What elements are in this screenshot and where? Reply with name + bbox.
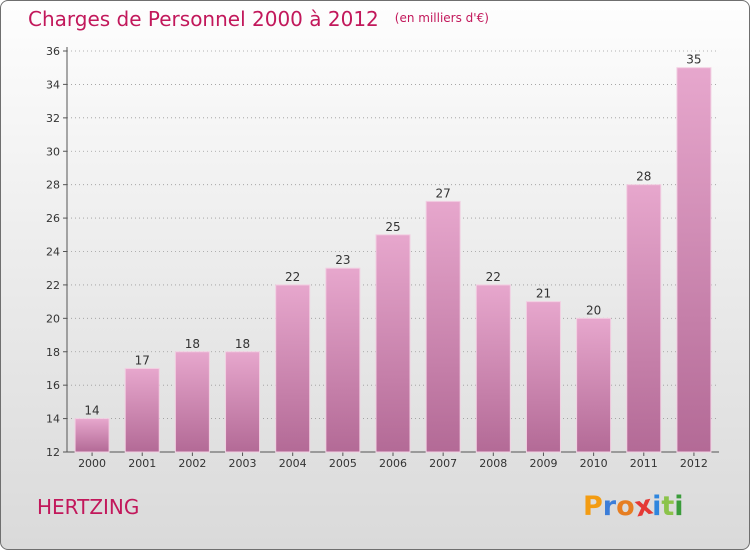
bar-2005 (325, 267, 361, 453)
y-tick-label-26: 26 (46, 212, 60, 225)
logo-letter: P (583, 491, 603, 522)
value-label-2002: 18 (185, 337, 200, 351)
y-tick-label-36: 36 (46, 45, 60, 58)
y-tick-label-14: 14 (46, 413, 60, 426)
x-tick-label-2003: 2003 (229, 457, 257, 470)
value-label-2012: 35 (686, 53, 701, 67)
value-label-2007: 27 (436, 186, 451, 200)
value-label-2005: 23 (335, 253, 350, 267)
x-tick-label-2001: 2001 (128, 457, 156, 470)
x-tick-label-2009: 2009 (529, 457, 557, 470)
proxiti-logo: Proxiti (583, 490, 684, 525)
value-label-2003: 18 (235, 337, 250, 351)
logo-letter: i (652, 491, 662, 522)
x-tick-label-2004: 2004 (279, 457, 307, 470)
y-tick-label-30: 30 (46, 145, 60, 158)
x-tick-label-2002: 2002 (178, 457, 206, 470)
x-tick-label-2008: 2008 (479, 457, 507, 470)
y-tick-label-16: 16 (46, 379, 60, 392)
value-label-2010: 20 (586, 303, 601, 317)
x-tick-label-2010: 2010 (580, 457, 608, 470)
y-tick-label-20: 20 (46, 312, 60, 325)
bars (74, 67, 712, 453)
bar-2002 (174, 351, 210, 453)
bar-2009 (525, 301, 561, 453)
chart-title-text: Charges de Personnel 2000 à 2012 (28, 7, 379, 31)
value-label-2000: 14 (84, 404, 99, 418)
y-tick-label-28: 28 (46, 179, 60, 192)
bar-2003 (225, 351, 261, 453)
x-tick-label-2007: 2007 (429, 457, 457, 470)
labels: 14 2000 17 2001 18 2002 18 2003 22 2004 23 2005 25 20… (78, 53, 708, 470)
chart-title: Charges de Personnel 2000 à 2012 (en mill… (28, 7, 489, 31)
logo-letter: t (661, 491, 675, 522)
bar-2006 (375, 234, 411, 453)
place-name: HERTZING (37, 495, 140, 519)
bar-2004 (275, 284, 311, 453)
bar-2012 (676, 67, 712, 453)
x-tick-label-2012: 2012 (680, 457, 708, 470)
bar-2007 (425, 200, 461, 453)
value-label-2011: 28 (636, 170, 651, 184)
y-tick-label-32: 32 (46, 112, 60, 125)
x-tick-label-2000: 2000 (78, 457, 106, 470)
bar-2008 (475, 284, 511, 453)
value-label-2008: 22 (486, 270, 501, 284)
y-tick-label-34: 34 (46, 78, 60, 91)
logo-letter: o (616, 491, 635, 522)
value-label-2001: 17 (135, 353, 150, 367)
y-tick-label-18: 18 (46, 346, 60, 359)
bar-2001 (124, 367, 160, 453)
value-label-2009: 21 (536, 287, 551, 301)
value-label-2006: 25 (385, 220, 400, 234)
logo-letter: i (674, 491, 684, 522)
value-label-2004: 22 (285, 270, 300, 284)
x-tick-label-2011: 2011 (630, 457, 658, 470)
x-tick-label-2005: 2005 (329, 457, 357, 470)
y-tick-label-22: 22 (46, 279, 60, 292)
bar-2010 (576, 317, 612, 453)
x-tick-label-2006: 2006 (379, 457, 407, 470)
logo-letter: r (602, 491, 617, 522)
y-tick-label-12: 12 (46, 446, 60, 459)
y-tick-label-24: 24 (46, 246, 60, 259)
bar-2000 (74, 418, 110, 453)
chart-subtitle: (en milliers d'€) (394, 11, 489, 25)
bar-2011 (626, 184, 662, 453)
